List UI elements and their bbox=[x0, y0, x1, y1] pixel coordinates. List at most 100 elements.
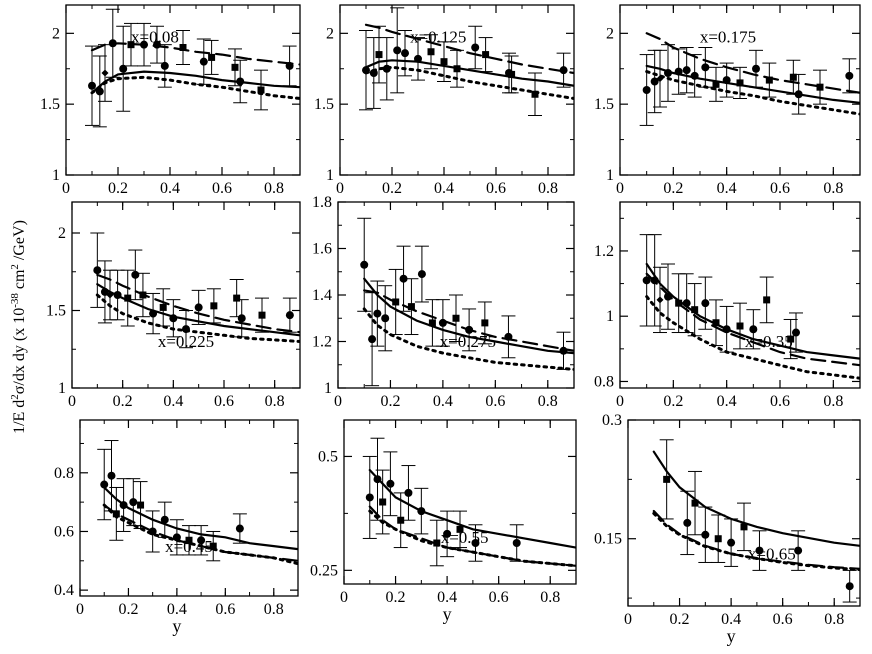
data-point-circle bbox=[100, 287, 109, 296]
data-point-circle bbox=[642, 276, 651, 285]
data-point-square bbox=[124, 294, 132, 302]
x-tick-label: 0.8 bbox=[823, 180, 843, 197]
data-point-square bbox=[185, 536, 193, 544]
x-axis-label: y bbox=[443, 604, 452, 624]
data-point-circle bbox=[664, 292, 672, 301]
panel-label: x=0.45 bbox=[165, 537, 213, 556]
data-point-square bbox=[789, 73, 797, 81]
data-point-square bbox=[675, 299, 683, 307]
x-tick-label: 0 bbox=[334, 393, 342, 410]
data-point-circle bbox=[149, 309, 158, 318]
y-tick-label: 1.2 bbox=[312, 334, 332, 351]
dotted-curve bbox=[362, 307, 574, 371]
plot-area bbox=[85, 8, 300, 128]
x-tick-label: 0.2 bbox=[113, 393, 133, 410]
data-point-circle bbox=[182, 325, 190, 334]
data-point-circle bbox=[682, 299, 691, 308]
x-tick-label: 0.8 bbox=[540, 589, 560, 606]
plot-area bbox=[357, 217, 574, 387]
data-point-circle bbox=[792, 328, 800, 337]
plot-frame bbox=[619, 201, 861, 389]
plot-frame bbox=[627, 419, 861, 607]
data-point-diamond bbox=[656, 296, 664, 304]
data-point-circle bbox=[368, 335, 377, 344]
x-tick-label: 0.2 bbox=[118, 601, 138, 618]
y-tick-label: 0.4 bbox=[54, 582, 74, 599]
dashed-curve bbox=[364, 23, 574, 75]
panel-3: 0 0.2 0.4 0.6 0.8 1 1.5 2 x=0.175 bbox=[594, 4, 861, 197]
data-point-circle bbox=[381, 314, 390, 323]
data-point-circle bbox=[160, 61, 169, 70]
y-tick-label: 0.6 bbox=[54, 523, 74, 540]
data-point-square bbox=[139, 291, 147, 299]
panel-2: 0 0.2 0.4 0.6 0.8 1 1.5 2 x=0.125 bbox=[314, 4, 575, 197]
data-point-circle bbox=[701, 299, 710, 308]
y-tick-label: 0.8 bbox=[594, 373, 614, 390]
plot-area bbox=[639, 32, 860, 126]
y-tick-label: 2 bbox=[52, 25, 60, 42]
data-point-circle bbox=[438, 318, 447, 327]
data-point-circle bbox=[237, 314, 246, 323]
data-point-square bbox=[787, 335, 795, 343]
panel-9: 0 0.2 0.4 0.6 0.8 0.15 0.3 x=0.65 y bbox=[594, 412, 861, 646]
data-point-square bbox=[663, 475, 671, 483]
data-point-square bbox=[257, 86, 265, 94]
panel-label: x=0.225 bbox=[158, 332, 214, 351]
y-tick-label: 1 bbox=[606, 308, 614, 325]
x-tick-label: 0.8 bbox=[264, 180, 284, 197]
plot-frame bbox=[339, 4, 575, 176]
x-tick-label: 0.8 bbox=[824, 611, 844, 628]
data-point-circle bbox=[650, 276, 659, 285]
data-point-circle bbox=[722, 325, 731, 334]
dotted-curve bbox=[645, 295, 860, 380]
data-point-diamond bbox=[101, 69, 109, 77]
x-tick-label: 0.4 bbox=[160, 180, 180, 197]
y-tick-label: 0.8 bbox=[54, 465, 74, 482]
y-tick-label: 2 bbox=[58, 225, 66, 242]
data-point-circle bbox=[682, 66, 691, 75]
data-point-circle bbox=[107, 471, 116, 480]
data-point-circle bbox=[399, 274, 408, 283]
y-tick-label: 1 bbox=[58, 380, 66, 397]
panel-label: x=0.55 bbox=[441, 528, 489, 547]
data-point-square bbox=[258, 311, 266, 319]
data-point-square bbox=[816, 83, 824, 91]
data-point-circle bbox=[512, 539, 521, 547]
x-tick-label: 0.4 bbox=[433, 393, 453, 410]
data-point-circle bbox=[285, 311, 294, 320]
data-point-circle bbox=[169, 314, 178, 323]
data-point-circle bbox=[285, 61, 294, 70]
data-point-circle bbox=[129, 498, 138, 507]
data-point-circle bbox=[794, 546, 803, 555]
data-point-circle bbox=[683, 518, 692, 527]
x-tick-label: 0.2 bbox=[108, 180, 128, 197]
x-tick-label: 0.4 bbox=[717, 180, 737, 197]
x-tick-label: 0.2 bbox=[386, 589, 406, 606]
data-point-square bbox=[427, 48, 435, 56]
x-tick-label: 0.4 bbox=[717, 393, 737, 410]
y-tick-label: 1.4 bbox=[312, 287, 332, 304]
y-tick-label: 1.5 bbox=[46, 303, 66, 320]
solid-curve bbox=[652, 450, 860, 547]
data-point-square bbox=[452, 314, 460, 322]
data-point-circle bbox=[471, 539, 480, 547]
data-point-circle bbox=[650, 77, 659, 86]
data-point-square bbox=[375, 51, 383, 59]
x-tick-label: 0.4 bbox=[437, 589, 457, 606]
data-point-square bbox=[209, 542, 217, 550]
dotted-curve bbox=[368, 509, 576, 568]
data-point-square bbox=[736, 322, 744, 330]
data-point-square bbox=[691, 499, 699, 507]
plot-area bbox=[639, 234, 860, 380]
x-tick-label: 0.2 bbox=[663, 393, 683, 410]
data-point-square bbox=[456, 525, 464, 533]
data-point-circle bbox=[401, 49, 409, 58]
data-point-circle bbox=[755, 546, 764, 555]
plot-area bbox=[652, 439, 860, 603]
plot-area bbox=[362, 437, 576, 568]
data-point-circle bbox=[108, 39, 117, 48]
x-tick-label: 0.2 bbox=[380, 393, 400, 410]
data-point-circle bbox=[153, 40, 161, 49]
data-point-circle bbox=[417, 507, 426, 516]
